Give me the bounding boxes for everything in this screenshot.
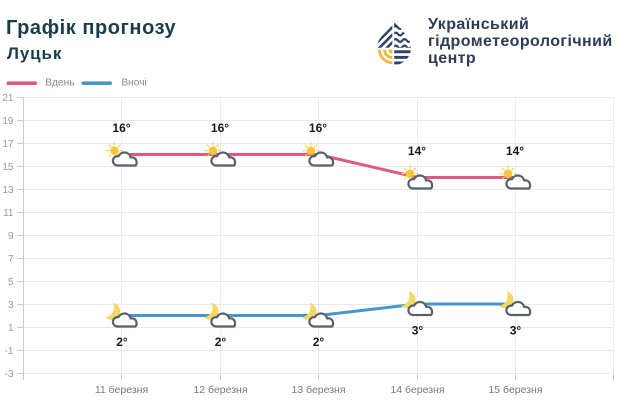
- svg-text:2°: 2°: [116, 335, 128, 349]
- svg-text:9: 9: [8, 231, 14, 242]
- svg-text:13 березня: 13 березня: [291, 384, 345, 396]
- svg-text:13: 13: [2, 185, 14, 196]
- svg-text:2°: 2°: [215, 335, 227, 349]
- svg-text:16°: 16°: [309, 121, 327, 135]
- svg-text:16°: 16°: [112, 121, 130, 135]
- svg-text:Вдень: Вдень: [45, 78, 74, 89]
- svg-text:-3: -3: [5, 369, 14, 380]
- svg-text:3°: 3°: [412, 324, 424, 338]
- svg-text:-1: -1: [5, 346, 14, 357]
- svg-text:12 березня: 12 березня: [193, 384, 247, 396]
- svg-text:5: 5: [8, 277, 14, 288]
- svg-text:17: 17: [2, 139, 14, 150]
- svg-text:14°: 14°: [506, 144, 524, 158]
- svg-text:3: 3: [8, 300, 14, 311]
- svg-text:1: 1: [8, 323, 14, 334]
- svg-text:15 березня: 15 березня: [488, 384, 542, 396]
- svg-text:16°: 16°: [211, 121, 229, 135]
- svg-text:7: 7: [8, 254, 14, 265]
- svg-text:Вночі: Вночі: [121, 78, 146, 89]
- svg-text:14 березня: 14 березня: [390, 384, 444, 396]
- svg-text:14°: 14°: [408, 144, 426, 158]
- svg-text:19: 19: [2, 116, 14, 127]
- svg-text:2°: 2°: [313, 335, 325, 349]
- svg-text:11 березня: 11 березня: [95, 384, 148, 396]
- svg-text:11: 11: [3, 208, 14, 219]
- svg-text:21: 21: [2, 93, 14, 104]
- svg-text:15: 15: [2, 162, 14, 173]
- svg-text:3°: 3°: [510, 324, 522, 338]
